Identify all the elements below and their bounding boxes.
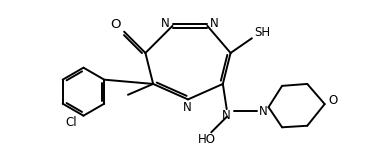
Text: N: N: [183, 101, 192, 114]
Text: N: N: [161, 17, 170, 30]
Text: SH: SH: [255, 26, 271, 39]
Text: N: N: [210, 17, 219, 30]
Text: N: N: [259, 104, 268, 118]
Text: O: O: [110, 18, 121, 31]
Text: HO: HO: [199, 133, 216, 146]
Text: O: O: [329, 94, 338, 107]
Text: Cl: Cl: [65, 116, 77, 129]
Text: N: N: [222, 109, 231, 122]
